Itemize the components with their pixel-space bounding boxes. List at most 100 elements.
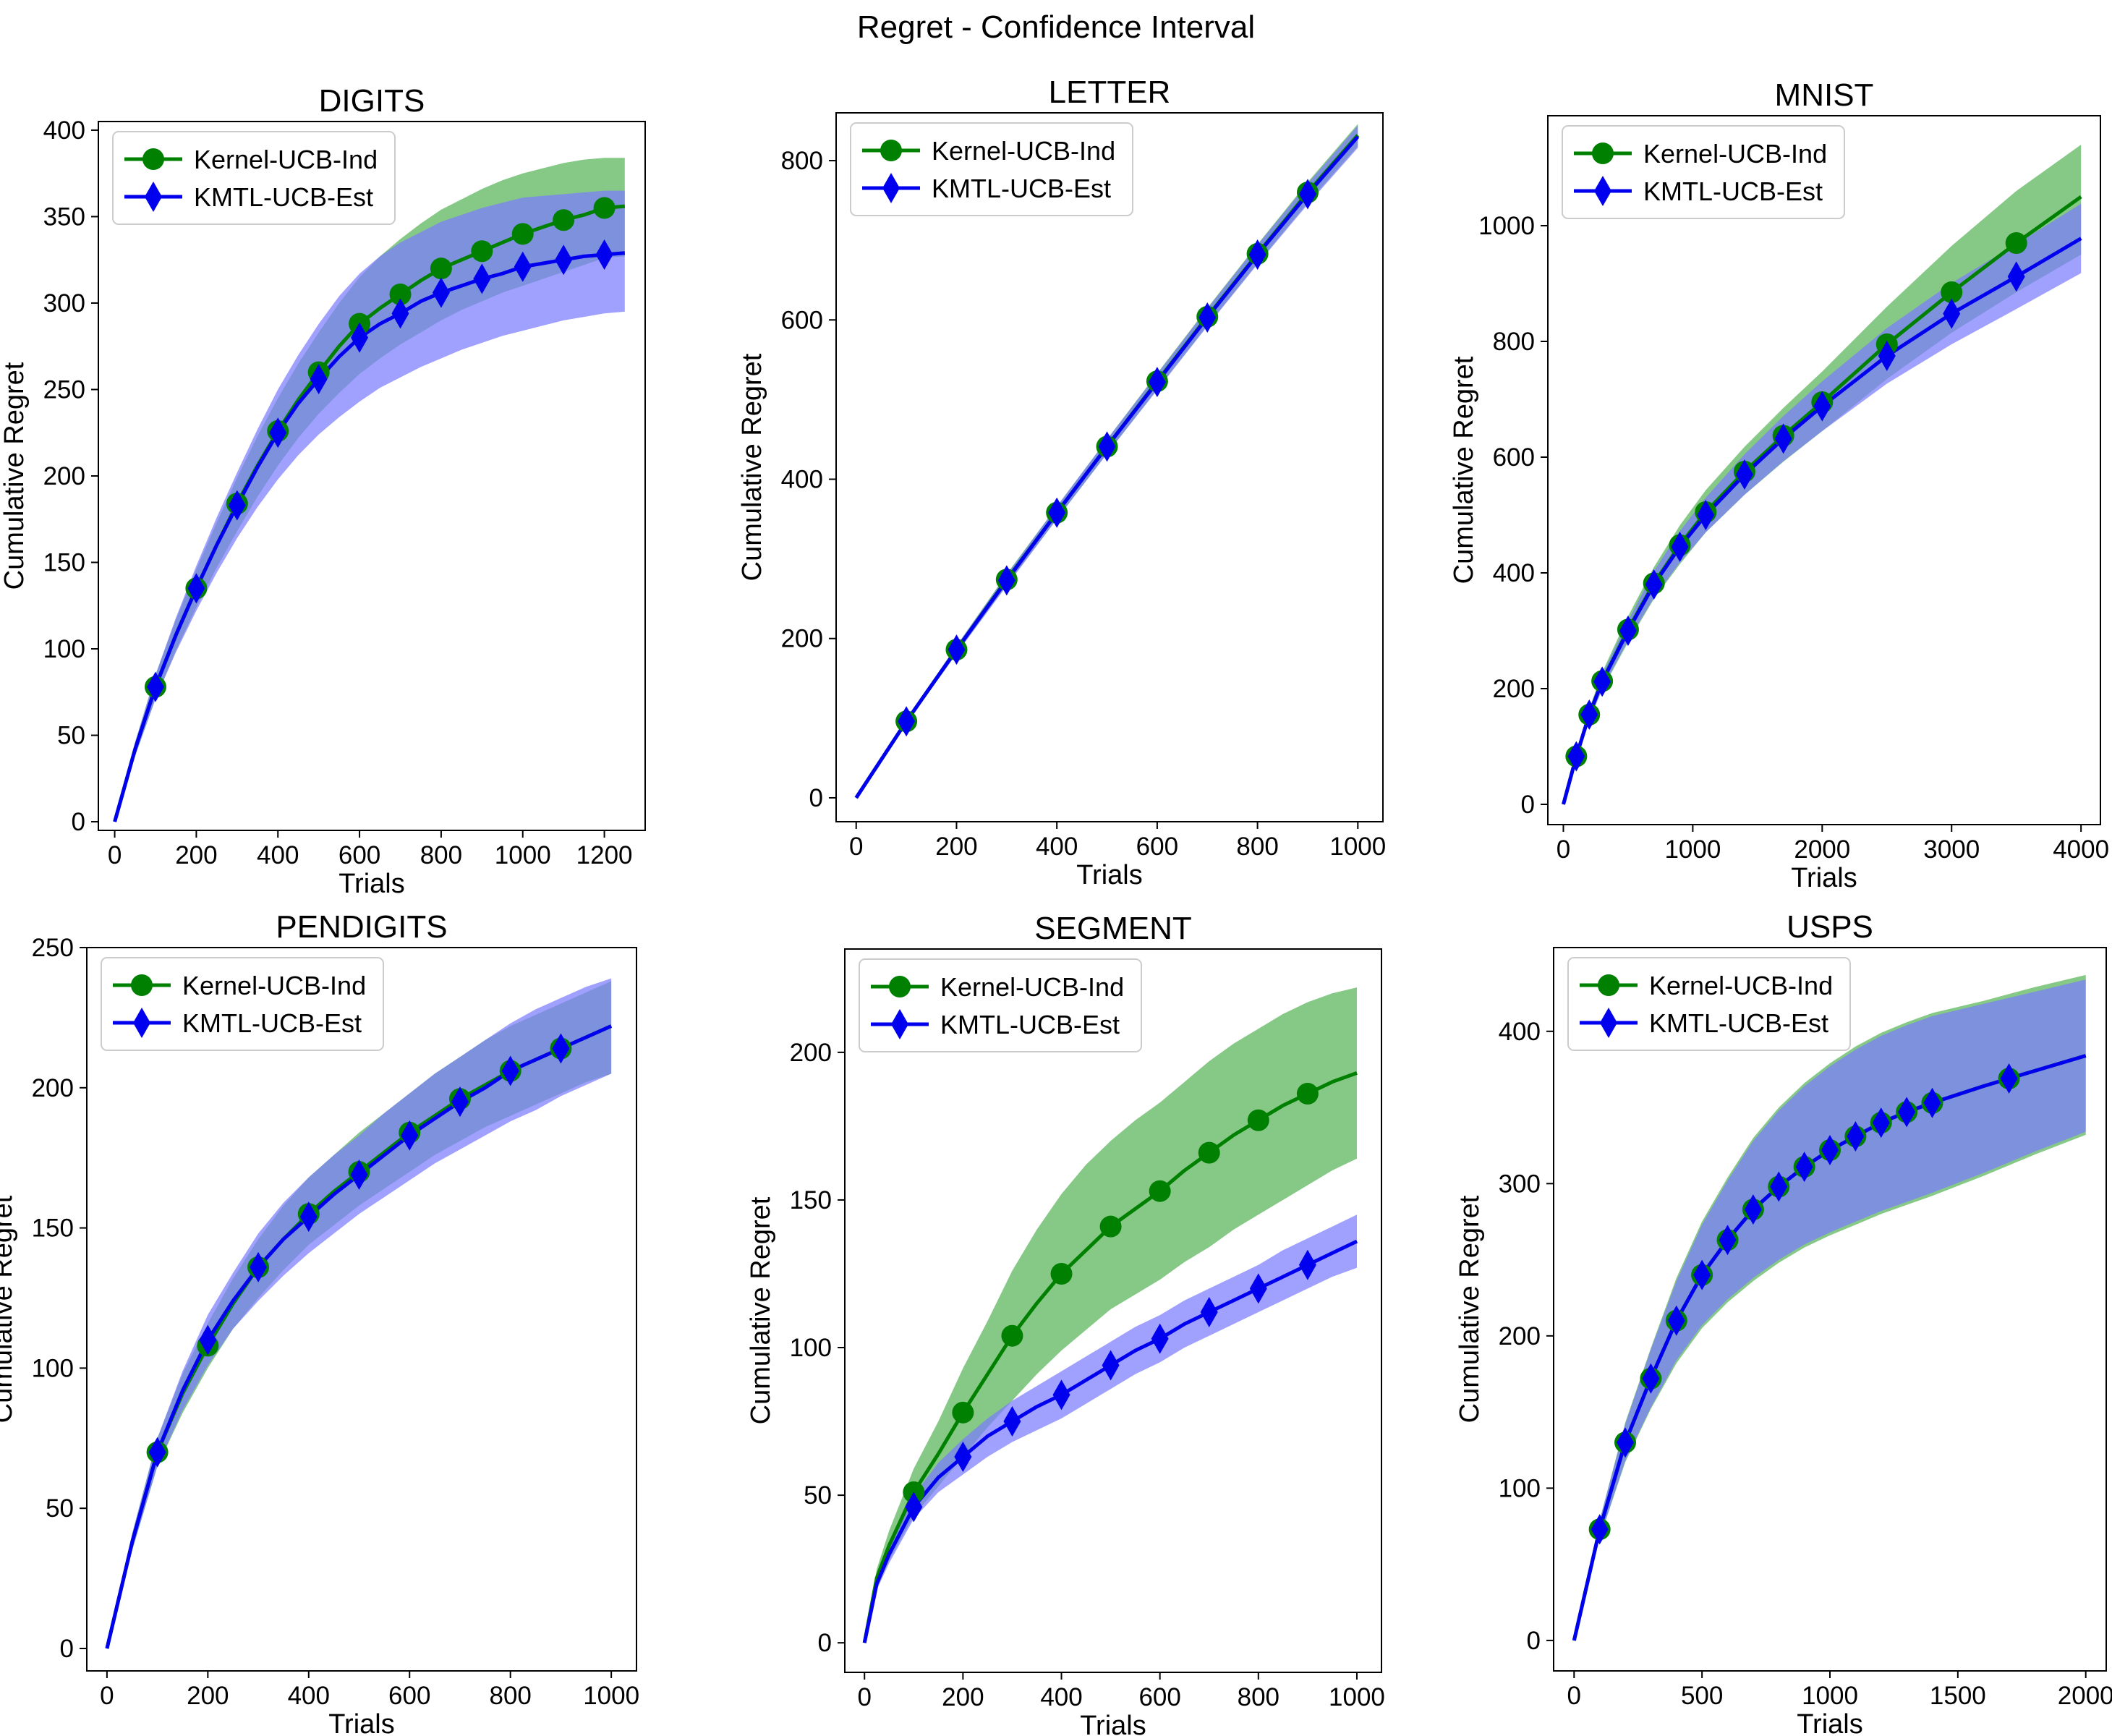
x-tick-label: 1000 [1329,833,1386,861]
data-point-diamond [1923,1087,1941,1118]
data-point-circle [1198,1141,1220,1164]
y-tick-label: 600 [781,306,823,334]
x-tick-label: 1200 [576,841,633,869]
data-point-diamond [299,1201,318,1233]
y-tick-label: 200 [1493,675,1535,703]
x-tick-label: 200 [175,841,217,869]
data-point-diamond [432,277,450,308]
x-tick-label: 0 [100,1682,114,1710]
data-point-diamond [997,565,1015,596]
legend-label: Kernel-UCB-Ind [194,145,378,174]
data-point-diamond [1048,497,1066,528]
data-point-diamond [514,251,532,282]
x-tick-label: 0 [1557,835,1570,864]
legend-box [112,131,396,225]
data-point-diamond [2000,1063,2018,1094]
x-tick-label: 600 [338,841,380,869]
confidence-band-blue [114,190,625,822]
data-point-diamond [1249,1273,1267,1304]
data-point-diamond [905,1492,923,1523]
data-point-diamond [391,298,409,329]
confidence-band-blue [1563,203,2082,805]
x-axis-label: Trials [328,1709,394,1736]
legend-marker-circle [880,140,902,161]
legend-label: Kernel-UCB-Ind [932,136,1115,166]
data-point-diamond [269,417,287,448]
data-point-diamond [350,1159,368,1190]
axes-frame [1547,115,2101,825]
data-point-diamond [310,364,328,395]
data-point-diamond [473,263,491,294]
data-point-diamond [451,1086,469,1118]
data-point-diamond [954,1442,972,1473]
plot-area [1562,145,2082,805]
data-point-diamond [1795,1152,1813,1183]
data-point-diamond [1898,1097,1916,1128]
y-tick-label: 350 [43,203,85,231]
y-tick-label: 0 [72,808,85,836]
axes-frame [844,948,1382,1673]
x-tick-label: 1000 [1664,835,1721,864]
x-tick-label: 600 [1136,833,1178,861]
y-tick-label: 800 [1493,328,1535,356]
data-point-diamond [1593,666,1611,697]
chart-panel-mnist: MNIST 0 1000 2000 3000 4000 0 200 400 600 800 1000 T… [1449,77,2109,893]
y-tick-label: 0 [1521,791,1535,819]
chart-panel-segment: SEGMENT 0 200 400 600 800 1000 0 50 100 150 200 Tria… [746,911,1385,1736]
data-point-circle [1296,1083,1319,1105]
legend-box [859,958,1142,1052]
x-axis-label: Trials [1791,863,1857,893]
data-point-diamond [351,322,369,353]
panel-title: LETTER [1049,75,1171,110]
data-point-diamond [1619,616,1637,646]
data-point-diamond [1878,341,1896,371]
plot-area [862,987,1358,1643]
axes-frame [86,947,637,1672]
data-point-circle [1099,1215,1122,1238]
data-point-diamond [199,1324,217,1356]
plot-area [113,158,626,822]
data-point-diamond [1102,1350,1120,1381]
data-point-diamond [1821,1135,1839,1165]
data-point-diamond [1580,699,1598,730]
y-tick-label: 600 [1493,443,1535,472]
y-tick-label: 0 [60,1635,74,1663]
legend-label: KMTL-UCB-Est [182,1008,362,1038]
data-point-diamond [2007,261,2025,292]
y-tick-label: 200 [790,1039,832,1067]
plot-area [1572,974,2087,1641]
data-point-circle [1941,281,1963,303]
x-tick-label: 800 [420,841,462,869]
data-point-diamond [1813,391,1831,422]
data-point-diamond [1847,1121,1865,1152]
data-point-circle [1149,1180,1171,1202]
x-tick-label: 800 [1238,1683,1279,1711]
y-tick-label: 1000 [1478,212,1535,240]
y-tick-label: 200 [1499,1322,1541,1350]
y-tick-label: 150 [32,1214,74,1243]
panel-title: SEGMENT [1034,911,1192,946]
legend-label: Kernel-UCB-Ind [1643,139,1827,169]
y-axis-label: Cumulative Regret [0,1195,18,1423]
data-point-circle [553,209,575,231]
data-point-diamond [401,1120,419,1151]
x-axis-label: Trials [338,869,404,899]
data-point-diamond [595,239,613,271]
data-point-circle [1247,1109,1269,1131]
legend-marker-circle [131,974,153,996]
legend-marker-circle [1592,142,1614,164]
y-tick-label: 400 [1499,1018,1541,1046]
x-tick-label: 1000 [1802,1682,1858,1710]
legend-marker-diamond [145,182,162,212]
data-point-diamond [1200,1297,1218,1328]
legend-marker-diamond [891,1009,908,1039]
x-axis-label: Trials [1797,1709,1862,1736]
legend-label: KMTL-UCB-Est [1649,1008,1828,1038]
x-tick-label: 200 [942,1683,984,1711]
series-line-blue [854,135,1360,799]
confidence-band-green [864,987,1357,1643]
legend-label: Kernel-UCB-Ind [1649,971,1833,1000]
legend-label: KMTL-UCB-Est [932,174,1111,203]
y-tick-label: 400 [781,466,823,494]
x-tick-label: 1000 [1329,1683,1385,1711]
